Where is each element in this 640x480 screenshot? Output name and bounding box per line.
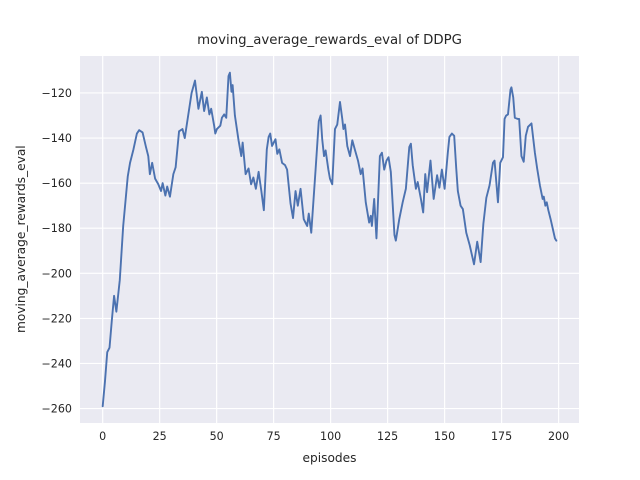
x-axis-tick-label: 50	[210, 430, 224, 443]
x-axis-tick-label: 175	[491, 430, 512, 443]
data-line-moving_average_rewards_eval	[101, 71, 558, 408]
y-axis-tick-label: −140	[42, 132, 72, 145]
y-axis-tick-label: −200	[42, 267, 72, 280]
y-axis-tick-label: −260	[42, 403, 72, 416]
x-axis-tick-label: 0	[99, 430, 106, 443]
y-axis-tick-label: −160	[42, 177, 72, 190]
x-axis-tick-label: 100	[320, 430, 341, 443]
y-axis-tick-label: −240	[42, 357, 72, 370]
x-axis-tick-label: 200	[548, 430, 569, 443]
plot-area	[80, 56, 579, 423]
y-axis-tick-label: −220	[42, 312, 72, 325]
x-axis-tick-label: 25	[153, 430, 167, 443]
chart-title: moving_average_rewards_eval of DDPG	[197, 33, 462, 48]
y-axis-tick-label: −180	[42, 222, 72, 235]
x-axis-tick-label: 125	[377, 430, 398, 443]
x-axis-tick-label: 75	[267, 430, 281, 443]
x-axis-label: episodes	[302, 451, 357, 465]
x-axis-tick-label: 150	[434, 430, 455, 443]
y-axis-tick-label: −120	[42, 87, 72, 100]
y-axis-label: moving_average_rewards_eval	[14, 145, 28, 334]
